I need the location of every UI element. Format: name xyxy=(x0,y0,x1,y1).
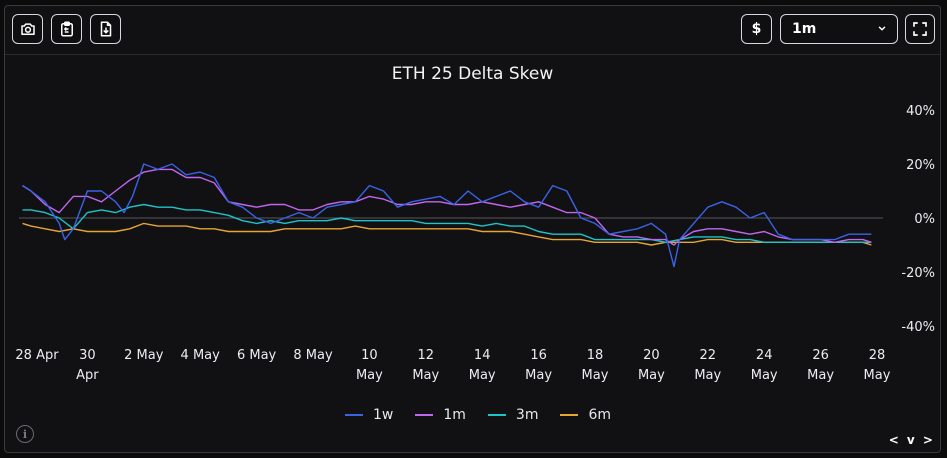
legend-item-1m[interactable]: 1m xyxy=(415,407,466,423)
camera-icon xyxy=(20,23,35,35)
x-tick-label: 30 Apr xyxy=(76,348,99,383)
currency-toggle-button[interactable]: $ xyxy=(741,14,772,44)
x-tick-label: 16 May xyxy=(525,348,552,383)
x-tick-label: 18 May xyxy=(582,348,609,383)
legend-label: 1m xyxy=(443,407,466,423)
x-tick-label: 6 May xyxy=(237,348,277,363)
legend-swatch xyxy=(415,414,434,416)
chart-panel: $ 1m ETH 25 Delta Skew 40% 20% 0% -20% -40% 2… xyxy=(4,5,941,453)
x-tick-label: 2 May xyxy=(124,348,164,363)
y-tick-label: 0% xyxy=(914,212,935,227)
x-tick-label: 26 May xyxy=(807,348,834,383)
series-line-3m[interactable] xyxy=(22,203,872,244)
legend-item-1w[interactable]: 1w xyxy=(345,407,393,423)
download-button[interactable] xyxy=(90,14,121,44)
y-tick-label: 40% xyxy=(906,104,935,119)
x-tick-label: 20 May xyxy=(638,348,665,383)
screenshot-button[interactable] xyxy=(12,14,43,44)
legend-swatch xyxy=(345,414,363,416)
x-tick-label: 8 May xyxy=(293,348,333,363)
currency-label: $ xyxy=(751,21,762,37)
clipboard-copy-icon xyxy=(60,21,73,37)
x-tick-label: 28 May xyxy=(864,348,891,383)
legend-label: 3m xyxy=(515,407,539,423)
legend-swatch xyxy=(560,414,579,416)
series-line-1w[interactable] xyxy=(22,163,872,268)
legend-swatch xyxy=(487,414,506,416)
chart-toolbar: $ 1m xyxy=(5,6,940,55)
y-tick-label: -40% xyxy=(901,320,935,335)
series-line-6m[interactable] xyxy=(22,222,872,246)
nav-arrows[interactable]: < v > xyxy=(888,433,935,447)
fullscreen-button[interactable] xyxy=(905,14,935,44)
info-icon[interactable]: i xyxy=(16,425,34,443)
legend-item-6m[interactable]: 6m xyxy=(560,407,611,423)
series-line-1m[interactable] xyxy=(22,168,872,246)
chart-legend: 1w 1m 3m 6m xyxy=(345,407,611,423)
x-tick-label: 12 May xyxy=(412,348,439,383)
range-select[interactable]: 1m xyxy=(780,14,898,44)
chevron-down-icon xyxy=(878,26,886,31)
chart-title: ETH 25 Delta Skew xyxy=(391,64,554,84)
range-selected-value: 1m xyxy=(792,21,817,37)
legend-item-3m[interactable]: 3m xyxy=(487,407,539,423)
y-tick-label: -20% xyxy=(901,266,935,281)
line-chart: 40% 20% 0% -20% -40% 28 Apr 30 Apr 2 May 4 May 6 M… xyxy=(15,104,935,383)
copy-button[interactable] xyxy=(51,14,82,44)
legend-label: 6m xyxy=(588,407,611,423)
x-tick-label: 22 May xyxy=(694,348,721,383)
x-tick-label: 14 May xyxy=(469,348,496,383)
fullscreen-icon xyxy=(913,22,927,36)
x-tick-label: 24 May xyxy=(751,348,778,383)
x-tick-label: 10 May xyxy=(356,348,383,383)
y-tick-label: 20% xyxy=(906,158,935,173)
legend-label: 1w xyxy=(373,407,394,423)
x-tick-label: 4 May xyxy=(181,348,221,363)
x-tick-label: 28 Apr xyxy=(15,348,59,363)
file-download-icon xyxy=(100,21,111,37)
